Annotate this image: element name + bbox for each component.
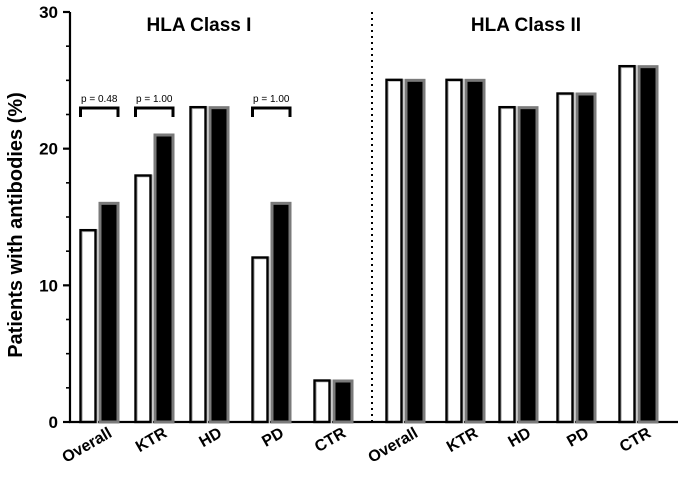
x-tick-label: Overall <box>60 425 115 467</box>
significance-bracket <box>134 106 175 117</box>
bar-open <box>499 106 517 424</box>
bar-open <box>557 92 575 424</box>
x-tick-label: PD <box>259 425 287 451</box>
bar-open-outline <box>79 228 97 424</box>
bar-open-outline <box>313 379 331 424</box>
bar-open <box>619 65 637 424</box>
bar-filled <box>332 379 354 424</box>
bar-filled <box>270 201 292 424</box>
bar-open-outline <box>189 105 207 424</box>
bar-filled <box>637 65 659 424</box>
bar-open <box>135 174 153 424</box>
bar-filled <box>575 92 597 424</box>
x-tick-label: Overall <box>366 425 421 467</box>
y-tick-label: 30 <box>39 3 58 22</box>
bar-filled <box>208 106 230 424</box>
bar-open <box>190 106 208 424</box>
bar-filled <box>464 78 486 424</box>
bar-open <box>80 229 98 424</box>
p-value-label: p = 1.00 <box>253 94 290 105</box>
panel-title: HLA Class II <box>471 15 581 36</box>
panel-title: HLA Class I <box>147 15 252 36</box>
bar-open <box>446 78 464 424</box>
x-tick-label: HD <box>196 425 225 451</box>
bar-filled <box>404 78 426 424</box>
bar-filled <box>517 106 539 424</box>
bar-open <box>314 379 332 424</box>
y-axis-label: Patients with antibodies (%) <box>5 92 27 358</box>
bar-open <box>252 256 270 424</box>
bar-open <box>386 78 404 424</box>
y-tick-label: 0 <box>49 413 58 432</box>
bar-open-outline <box>134 174 152 424</box>
y-tick-label: 10 <box>39 276 58 295</box>
significance-bracket <box>251 106 292 117</box>
bar-open-outline <box>618 64 636 424</box>
x-tick-label: KTR <box>133 425 170 456</box>
x-tick-label: CTR <box>312 425 349 456</box>
x-tick-label: KTR <box>444 425 481 456</box>
x-tick-label: PD <box>564 425 592 451</box>
x-tick-label: HD <box>505 425 534 451</box>
bar-open-outline <box>445 78 463 424</box>
significance-bracket <box>79 106 120 117</box>
bar-filled <box>153 133 175 424</box>
x-tick-label: CTR <box>617 425 654 456</box>
bars <box>79 64 659 424</box>
p-value-label: p = 0.48 <box>81 94 118 105</box>
bar-open-outline <box>385 78 403 424</box>
bar-open-outline <box>251 256 269 424</box>
p-value-label: p = 1.00 <box>136 94 173 105</box>
bar-open-outline <box>556 92 574 424</box>
bar-open-outline <box>498 105 516 424</box>
bar-filled <box>98 201 120 424</box>
y-tick-label: 20 <box>39 140 58 159</box>
